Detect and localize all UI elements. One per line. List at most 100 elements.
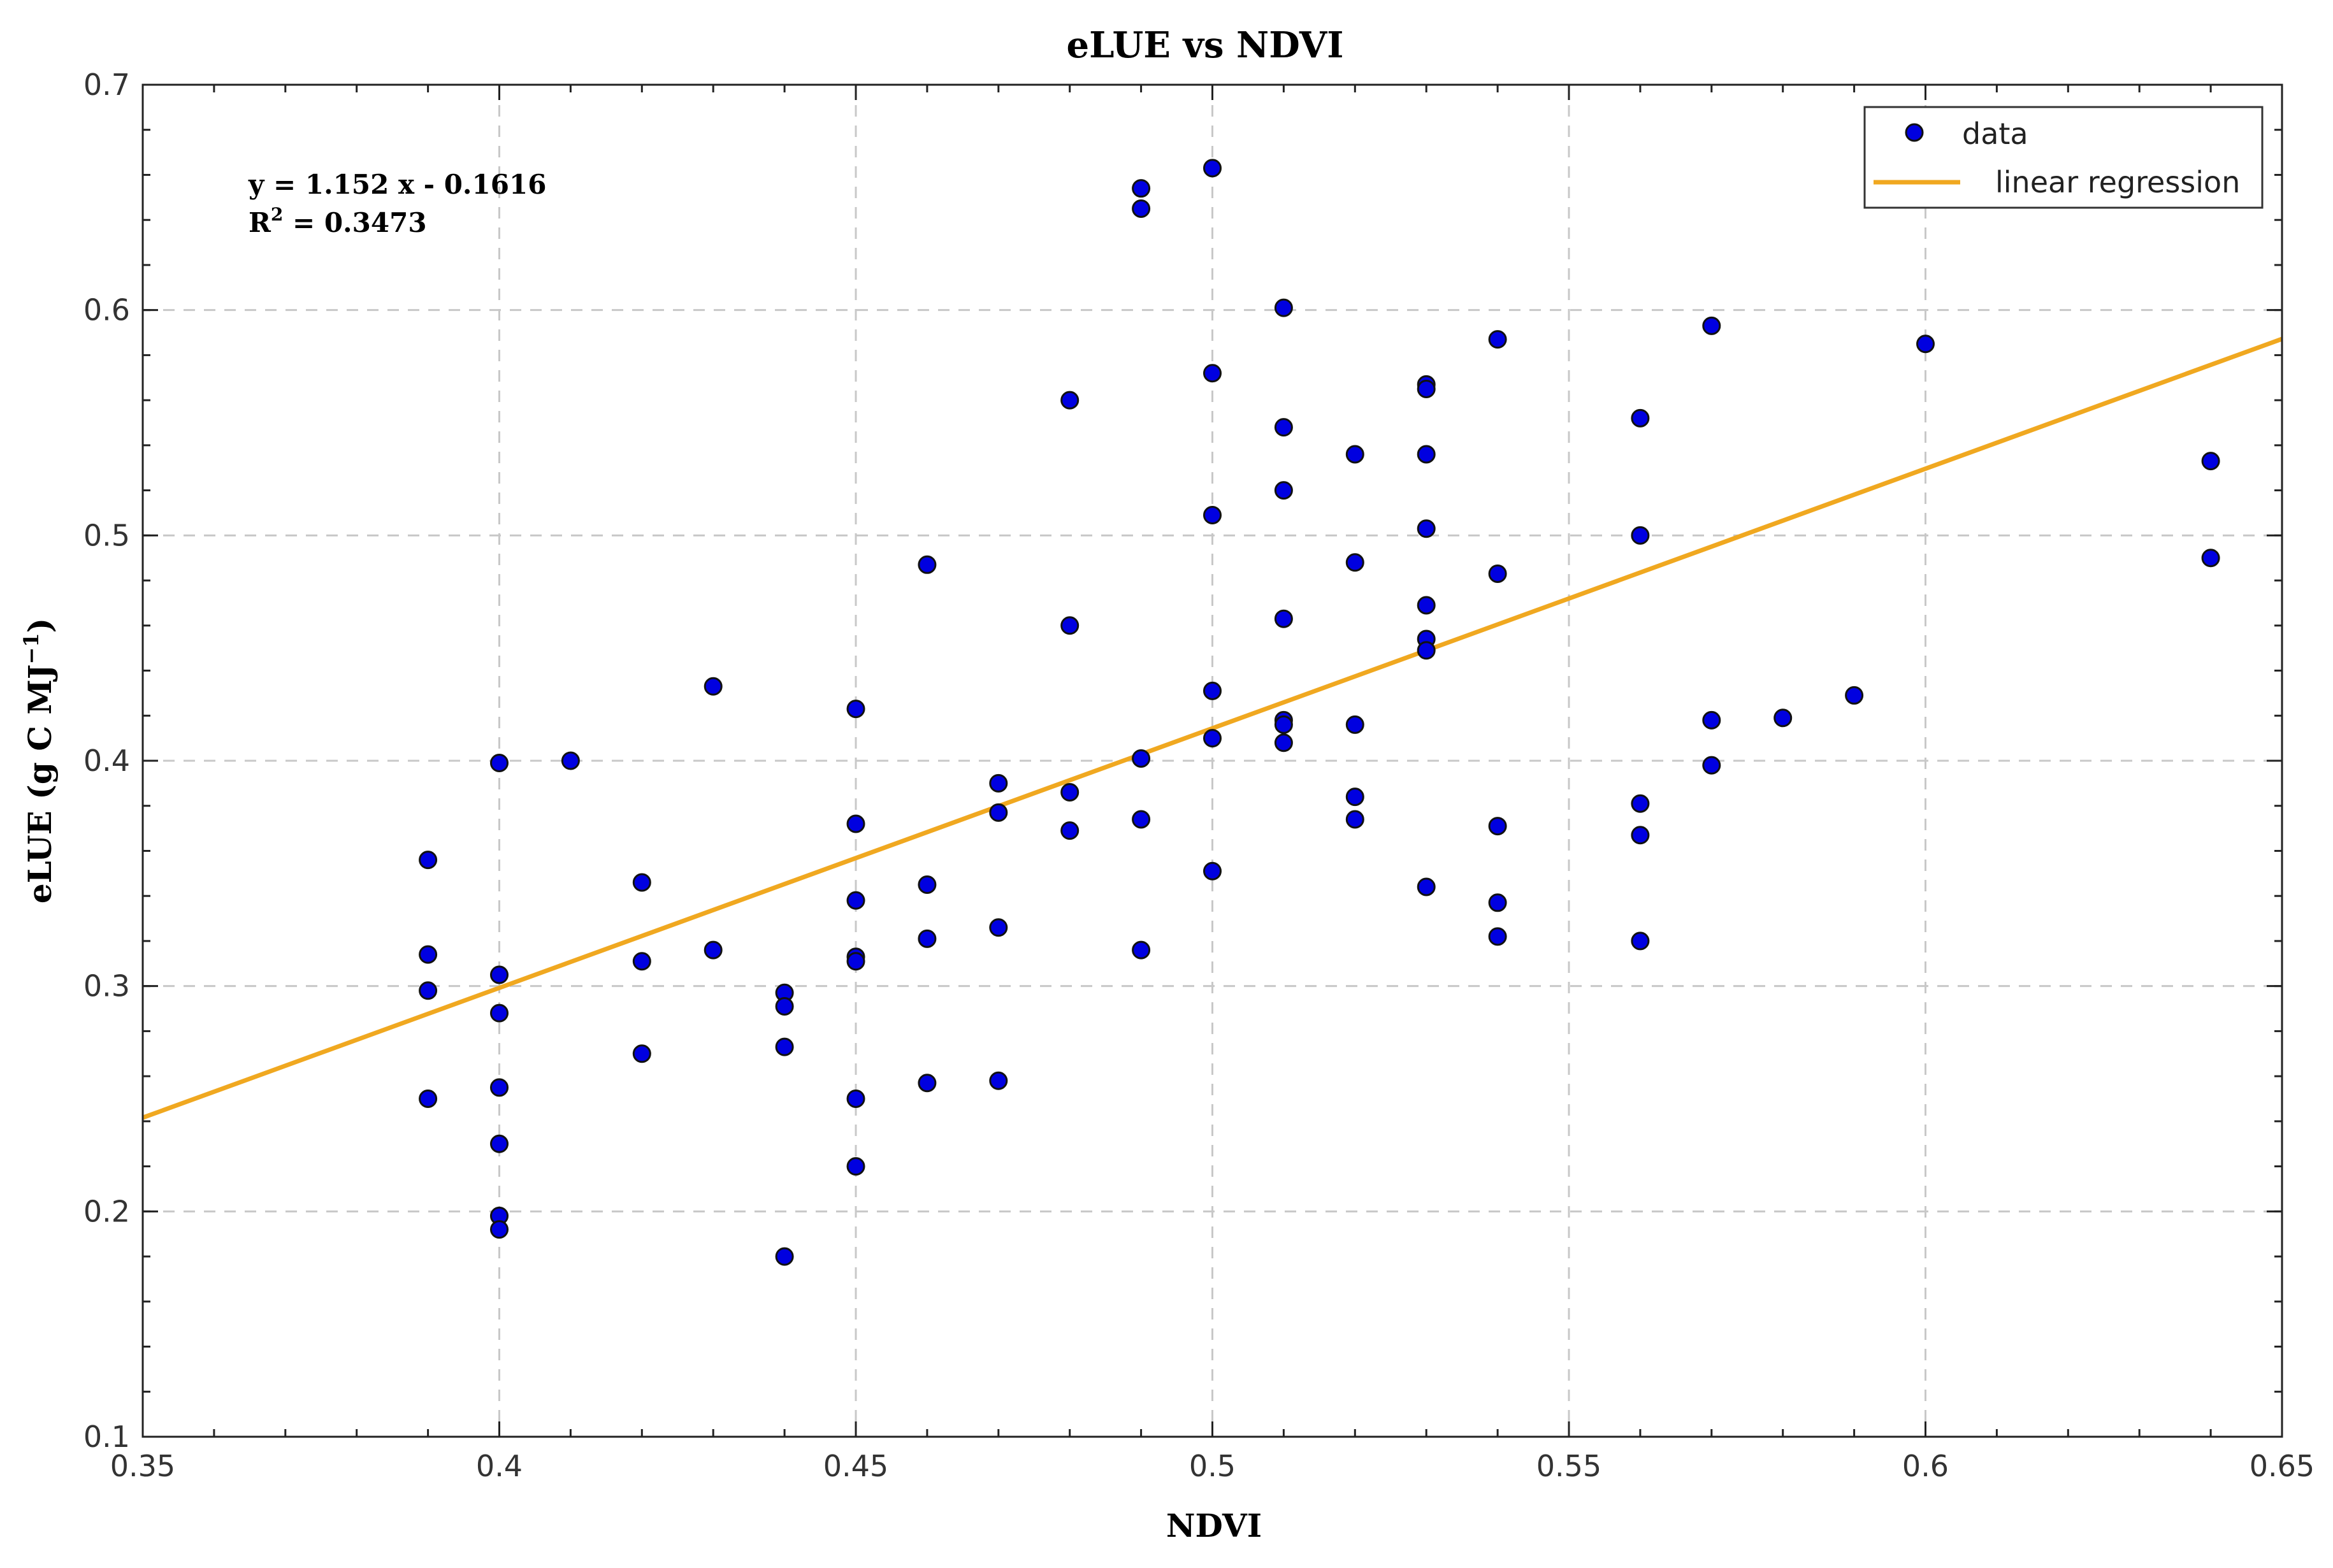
data-point bbox=[775, 1247, 794, 1266]
data-point bbox=[1488, 817, 1507, 836]
data-point bbox=[1345, 788, 1364, 807]
y-axis-label-superscript: −1 bbox=[19, 633, 43, 665]
r-squared-value: = 0.3473 bbox=[283, 207, 426, 238]
y-tick-label: 0.6 bbox=[83, 293, 130, 327]
data-point bbox=[419, 945, 438, 964]
data-point bbox=[1631, 408, 1650, 428]
x-tick-label: 0.55 bbox=[1536, 1449, 1601, 1483]
x-tick-label: 0.4 bbox=[476, 1449, 523, 1483]
data-point bbox=[490, 1003, 509, 1023]
data-point bbox=[775, 1037, 794, 1056]
data-point bbox=[490, 754, 509, 773]
data-point bbox=[1488, 893, 1507, 912]
data-point bbox=[490, 1220, 509, 1239]
regression-equation: y = 1.152 x - 0.1616 bbox=[248, 169, 546, 200]
data-point bbox=[1274, 733, 1293, 752]
data-point bbox=[918, 555, 937, 574]
data-point bbox=[419, 1090, 438, 1108]
legend-box bbox=[1863, 106, 2264, 209]
legend-data-marker bbox=[1905, 123, 1924, 142]
data-point bbox=[846, 814, 865, 833]
data-point bbox=[1488, 330, 1507, 349]
data-point bbox=[1203, 364, 1222, 383]
x-tick-label: 0.6 bbox=[1902, 1449, 1949, 1483]
regression-line bbox=[141, 336, 2283, 1120]
data-point bbox=[1060, 391, 1080, 410]
data-point bbox=[2201, 452, 2220, 471]
r-squared-label: R2 = 0.3473 bbox=[249, 204, 427, 238]
data-point bbox=[1631, 794, 1650, 813]
data-point bbox=[1132, 810, 1151, 829]
data-point bbox=[490, 965, 509, 984]
data-point bbox=[1345, 553, 1364, 572]
data-point bbox=[1417, 519, 1436, 538]
x-tick-label: 0.5 bbox=[1189, 1449, 1236, 1483]
data-point bbox=[846, 700, 865, 719]
data-point bbox=[490, 1078, 509, 1097]
r-squared-superscript: 2 bbox=[271, 204, 283, 225]
data-point bbox=[1417, 445, 1436, 464]
y-tick-label: 0.7 bbox=[83, 68, 130, 102]
data-point bbox=[775, 996, 794, 1016]
data-point bbox=[419, 851, 438, 870]
data-point bbox=[1132, 179, 1151, 198]
x-tick-label: 0.45 bbox=[823, 1449, 888, 1483]
data-point bbox=[1132, 749, 1151, 768]
data-point bbox=[1916, 334, 1935, 354]
data-point bbox=[1203, 861, 1222, 881]
data-point bbox=[1417, 596, 1436, 615]
plot-frame bbox=[141, 83, 2283, 1438]
data-point bbox=[419, 981, 438, 1000]
y-tick-label: 0.2 bbox=[83, 1194, 130, 1228]
data-point bbox=[918, 1074, 937, 1093]
y-axis-label: eLUE (g C MJ−1) bbox=[19, 618, 59, 903]
y-tick-label: 0.5 bbox=[83, 518, 130, 552]
data-point bbox=[846, 952, 865, 971]
y-axis-label-close: ) bbox=[21, 618, 59, 633]
data-point bbox=[1773, 708, 1793, 728]
x-tick-label: 0.35 bbox=[110, 1449, 175, 1483]
data-point bbox=[1345, 810, 1364, 829]
y-tick-label: 0.4 bbox=[83, 744, 130, 778]
data-point bbox=[1488, 927, 1507, 946]
legend-regression-label: linear regression bbox=[1995, 165, 2240, 199]
data-point bbox=[1060, 821, 1080, 840]
data-point bbox=[490, 1134, 509, 1153]
data-points bbox=[419, 159, 2220, 1266]
data-point bbox=[1702, 316, 1721, 335]
data-point bbox=[989, 918, 1008, 937]
data-point bbox=[1702, 710, 1721, 730]
data-point bbox=[1417, 641, 1436, 660]
data-point bbox=[1274, 298, 1293, 317]
data-point bbox=[1417, 379, 1436, 398]
data-point bbox=[1060, 616, 1080, 635]
data-point bbox=[1132, 940, 1151, 960]
data-point bbox=[1631, 526, 1650, 545]
data-point bbox=[1060, 783, 1080, 802]
data-point bbox=[1345, 715, 1364, 734]
data-point bbox=[989, 1071, 1008, 1090]
y-tick-labels: 0.1 0.2 0.3 0.4 0.5 0.6 0.7 bbox=[83, 68, 130, 1454]
data-point bbox=[1274, 481, 1293, 500]
data-point bbox=[1345, 445, 1364, 464]
data-point bbox=[1845, 686, 1864, 705]
data-point bbox=[1203, 729, 1222, 748]
chart-title: eLUE vs NDVI bbox=[1067, 24, 1344, 66]
data-point bbox=[1203, 681, 1222, 700]
data-point bbox=[846, 1090, 865, 1108]
data-point bbox=[1203, 159, 1222, 178]
data-point bbox=[846, 891, 865, 910]
data-point bbox=[989, 773, 1008, 793]
data-point bbox=[704, 940, 723, 960]
data-point bbox=[918, 875, 937, 895]
data-point bbox=[632, 952, 651, 971]
y-tick-label: 0.1 bbox=[83, 1420, 130, 1454]
data-point bbox=[918, 929, 937, 948]
data-point bbox=[846, 1157, 865, 1176]
data-point bbox=[1274, 715, 1293, 734]
data-point bbox=[989, 803, 1008, 822]
data-point bbox=[704, 677, 723, 696]
data-point bbox=[632, 1044, 651, 1063]
data-point bbox=[561, 751, 580, 770]
